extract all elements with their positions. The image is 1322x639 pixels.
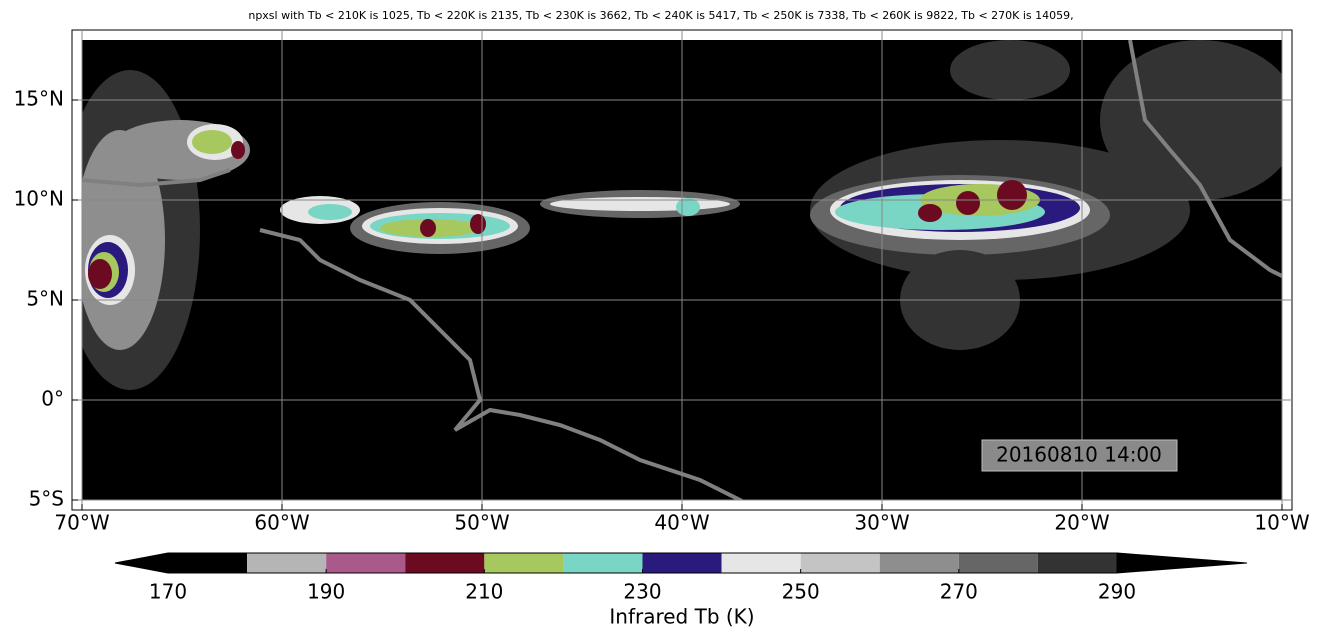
coastline — [259, 228, 745, 500]
colorbar-segment — [879, 553, 959, 573]
cloud — [231, 141, 245, 159]
annotation: 20160810 14:00 — [996, 443, 1162, 467]
x-tick-label: 70°W — [54, 511, 109, 535]
coastline — [82, 168, 231, 188]
y-tick-label: 5°N — [26, 287, 64, 311]
colorbar-segment — [642, 553, 722, 573]
x-tick-label: 60°W — [254, 511, 309, 535]
colorbar-segment — [1037, 553, 1117, 573]
colorbar-segment — [958, 553, 1038, 573]
cloud — [192, 130, 232, 154]
cloud — [550, 197, 730, 211]
colorbar-tick-label: 250 — [782, 580, 820, 604]
cloud — [308, 204, 352, 220]
colorbar-segment — [247, 553, 327, 573]
x-tick-label: 50°W — [454, 511, 509, 535]
grid — [72, 30, 1292, 510]
colorbar-under — [114, 552, 169, 574]
colorbar-segment — [800, 553, 880, 573]
annotation-box — [981, 439, 1178, 472]
colorbar-label: Infrared Tb (K) — [609, 605, 754, 629]
x-tick-label: 20°W — [1054, 511, 1109, 535]
cloud — [918, 204, 942, 222]
x-tick-label: 40°W — [654, 511, 709, 535]
cloud — [997, 180, 1027, 210]
chart-title: npxsl with Tb < 210K is 1025, Tb < 220K … — [248, 9, 1073, 22]
colorbar-tick-label: 210 — [465, 580, 503, 604]
colorbar-segment — [484, 553, 564, 573]
colorbar-segment — [405, 553, 485, 573]
colorbar: 170 190 210 230 250 270 290 — [114, 552, 1248, 604]
colorbar-over — [1116, 552, 1248, 574]
ticks: 70°W 60°W 50°W 40°W 30°W 20°W 10°W 5°S 0° 5°N 10°N… — [14, 87, 1310, 535]
cloud — [950, 40, 1070, 100]
x-tick-label: 30°W — [854, 511, 909, 535]
y-tick-label: 15°N — [14, 87, 64, 111]
cloud — [420, 219, 436, 237]
coastline — [1128, 40, 1282, 279]
cloud-field — [82, 40, 1282, 500]
cloud — [676, 198, 700, 216]
colorbar-tick-label: 290 — [1098, 580, 1136, 604]
colorbar-tick-label: 230 — [623, 580, 661, 604]
y-tick-label: 10°N — [14, 187, 64, 211]
cloud — [470, 214, 486, 234]
colorbar-tick-label: 170 — [149, 580, 187, 604]
cloud — [88, 259, 112, 289]
y-tick-label: 5°S — [29, 487, 64, 511]
colorbar-segment — [326, 553, 406, 573]
colorbar-tick-label: 270 — [940, 580, 978, 604]
colorbar-segment — [563, 553, 643, 573]
x-tick-label: 10°W — [1254, 511, 1309, 535]
colorbar-tick-label: 190 — [307, 580, 345, 604]
y-tick-label: 0° — [41, 387, 64, 411]
colorbar-segment — [721, 553, 801, 573]
cloud — [1100, 40, 1282, 200]
cloud — [956, 191, 980, 215]
colorbar-segment — [168, 553, 248, 573]
